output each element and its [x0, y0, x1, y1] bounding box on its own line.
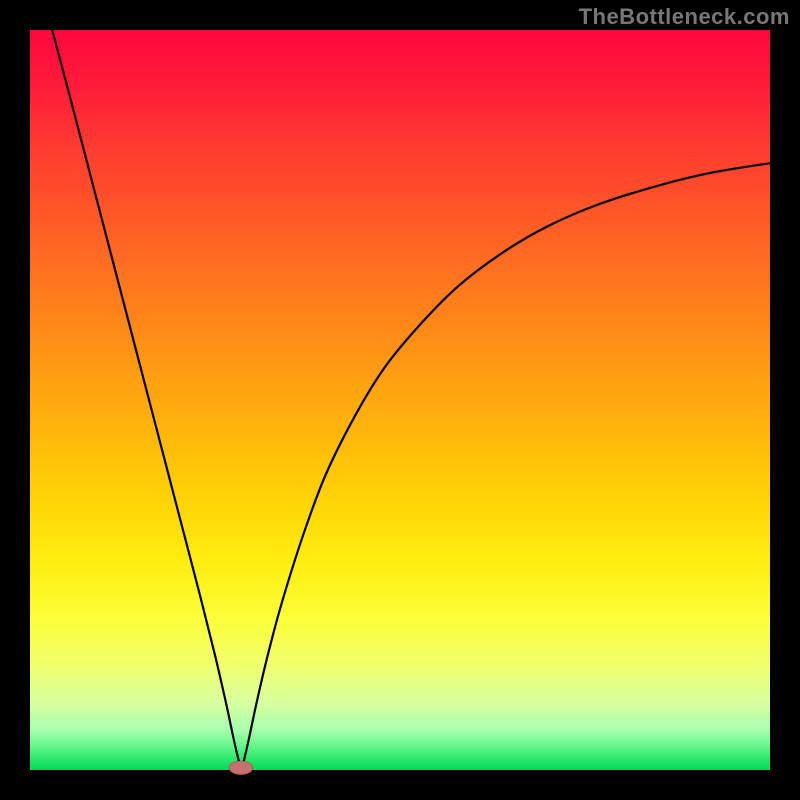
plot-background [30, 30, 770, 770]
chart-svg [0, 0, 800, 800]
chart-container: TheBottleneck.com [0, 0, 800, 800]
watermark-text: TheBottleneck.com [579, 4, 790, 30]
optimal-point-marker [229, 761, 253, 774]
